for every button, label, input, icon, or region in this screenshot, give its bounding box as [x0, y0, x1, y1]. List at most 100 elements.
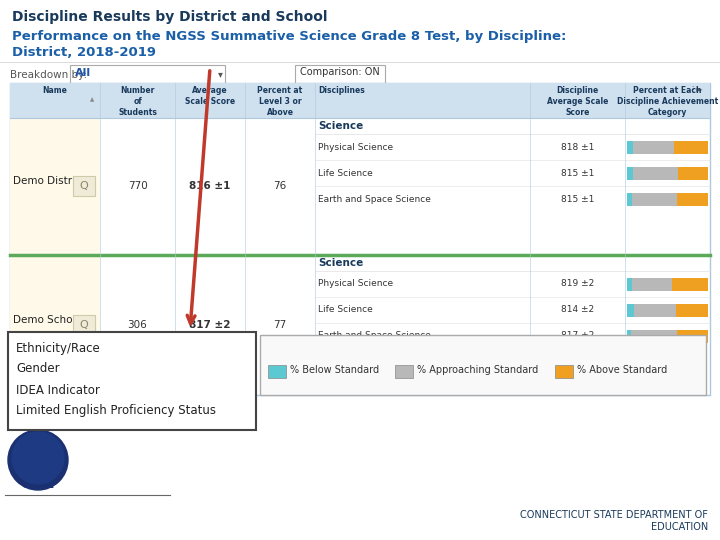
Text: Earth and Space Science: Earth and Space Science — [318, 332, 431, 341]
Text: Limited English Proficiency Status: Limited English Proficiency Status — [16, 404, 216, 417]
Text: Average
Scale Score: Average Scale Score — [185, 86, 235, 106]
Bar — [672, 278, 708, 291]
Text: CSDE: CSDE — [22, 480, 55, 490]
Text: 815 ±1: 815 ±1 — [561, 168, 594, 178]
Text: Earth and Space Science: Earth and Space Science — [318, 194, 431, 204]
Bar — [634, 303, 675, 316]
Text: Life Science: Life Science — [318, 168, 373, 178]
Bar — [627, 278, 632, 291]
Text: Physical Science: Physical Science — [318, 143, 393, 152]
Text: 6: 6 — [627, 280, 632, 288]
Bar — [268, 365, 286, 378]
Bar — [627, 303, 634, 316]
Bar — [260, 335, 706, 395]
Bar — [73, 176, 95, 196]
Text: 816 ±1: 816 ±1 — [189, 181, 230, 191]
Text: 6: 6 — [627, 194, 632, 204]
Text: 8: 8 — [628, 168, 633, 178]
Text: Q: Q — [80, 181, 89, 191]
Bar — [633, 140, 675, 153]
Text: Science: Science — [318, 258, 364, 268]
Text: ⋮►: ⋮► — [688, 85, 703, 94]
Bar — [395, 365, 413, 378]
Text: Demo District: Demo District — [13, 176, 85, 186]
Text: 76: 76 — [274, 181, 287, 191]
Bar — [70, 65, 225, 83]
Text: CONNECTICUT STATE DEPARTMENT OF
EDUCATION: CONNECTICUT STATE DEPARTMENT OF EDUCATIO… — [520, 510, 708, 531]
Bar — [677, 192, 708, 206]
Text: 818 ±1: 818 ±1 — [561, 143, 594, 152]
Text: Demo School 1: Demo School 1 — [13, 315, 91, 325]
Text: 306: 306 — [127, 320, 148, 330]
Text: Discipline
Average Scale
Score: Discipline Average Scale Score — [546, 86, 608, 117]
Text: Number
of
Students: Number of Students — [118, 86, 157, 117]
Text: 815 ±1: 815 ±1 — [561, 194, 594, 204]
Text: Percent at Each
Discipline Achievement
Category: Percent at Each Discipline Achievement C… — [617, 86, 718, 117]
Text: 49: 49 — [647, 280, 657, 288]
Bar — [10, 83, 710, 118]
Bar — [10, 255, 100, 395]
Text: 38: 38 — [687, 194, 698, 204]
Circle shape — [8, 430, 68, 490]
Text: All: All — [75, 68, 91, 78]
Bar — [73, 315, 95, 335]
Text: 6: 6 — [626, 332, 632, 341]
Text: % Below Standard: % Below Standard — [290, 365, 379, 375]
Text: 42: 42 — [688, 332, 698, 341]
Text: Discipline Results by District and School: Discipline Results by District and Schoo… — [12, 10, 328, 24]
Text: 7: 7 — [627, 143, 632, 152]
Text: 814 ±2: 814 ±2 — [561, 306, 594, 314]
Text: ▲: ▲ — [90, 97, 94, 102]
Text: 42: 42 — [686, 143, 696, 152]
Text: Physical Science: Physical Science — [318, 280, 393, 288]
Bar — [627, 166, 634, 179]
Text: 40: 40 — [687, 306, 697, 314]
Text: Legend: Discipline Achievement Category: Legend: Discipline Achievement Category — [268, 340, 528, 350]
Bar — [10, 118, 100, 255]
Bar — [10, 83, 710, 395]
Bar — [632, 192, 677, 206]
Text: Life Science: Life Science — [318, 306, 373, 314]
Text: Science: Science — [318, 121, 364, 131]
Text: % Above Standard: % Above Standard — [577, 365, 667, 375]
Text: 770: 770 — [127, 181, 148, 191]
Text: 55: 55 — [649, 194, 660, 204]
Text: 9: 9 — [628, 306, 634, 314]
Bar — [627, 329, 631, 342]
Bar — [295, 65, 385, 83]
Bar — [8, 332, 256, 430]
Bar — [675, 140, 708, 153]
Text: Disciplines: Disciplines — [318, 86, 365, 95]
Text: Performance on the NGSS Summative Science Grade 8 Test, by Discipline:: Performance on the NGSS Summative Scienc… — [12, 30, 567, 43]
Text: Gender: Gender — [16, 362, 60, 375]
Text: Breakdown by:: Breakdown by: — [10, 70, 87, 80]
Bar — [634, 166, 678, 179]
Text: 817 ±2: 817 ±2 — [189, 320, 230, 330]
Bar — [631, 329, 677, 342]
Text: 52: 52 — [648, 143, 659, 152]
Bar — [555, 365, 573, 378]
Bar — [632, 278, 672, 291]
Bar — [675, 303, 708, 316]
Text: Ethnicity/Race: Ethnicity/Race — [16, 342, 101, 355]
Bar — [678, 166, 708, 179]
Text: ▾: ▾ — [218, 69, 223, 79]
Text: Percent at
Level 3 or
Above: Percent at Level 3 or Above — [257, 86, 302, 117]
Text: % Approaching Standard: % Approaching Standard — [417, 365, 539, 375]
Text: Name: Name — [42, 86, 68, 95]
Text: 77: 77 — [274, 320, 287, 330]
Bar — [677, 329, 708, 342]
Bar — [627, 192, 632, 206]
Text: IDEA Indicator: IDEA Indicator — [16, 384, 100, 397]
Circle shape — [12, 432, 64, 484]
Text: 51: 51 — [649, 306, 660, 314]
Text: 38: 38 — [688, 168, 698, 178]
Text: Q: Q — [80, 320, 89, 330]
Text: 62: 62 — [649, 332, 660, 341]
Text: Comparison: ON: Comparison: ON — [300, 67, 380, 77]
Text: 55: 55 — [650, 168, 660, 178]
Text: District, 2018-2019: District, 2018-2019 — [12, 46, 156, 59]
Bar — [627, 140, 633, 153]
Text: 819 ±2: 819 ±2 — [561, 280, 594, 288]
Text: 817 ±2: 817 ±2 — [561, 332, 594, 341]
